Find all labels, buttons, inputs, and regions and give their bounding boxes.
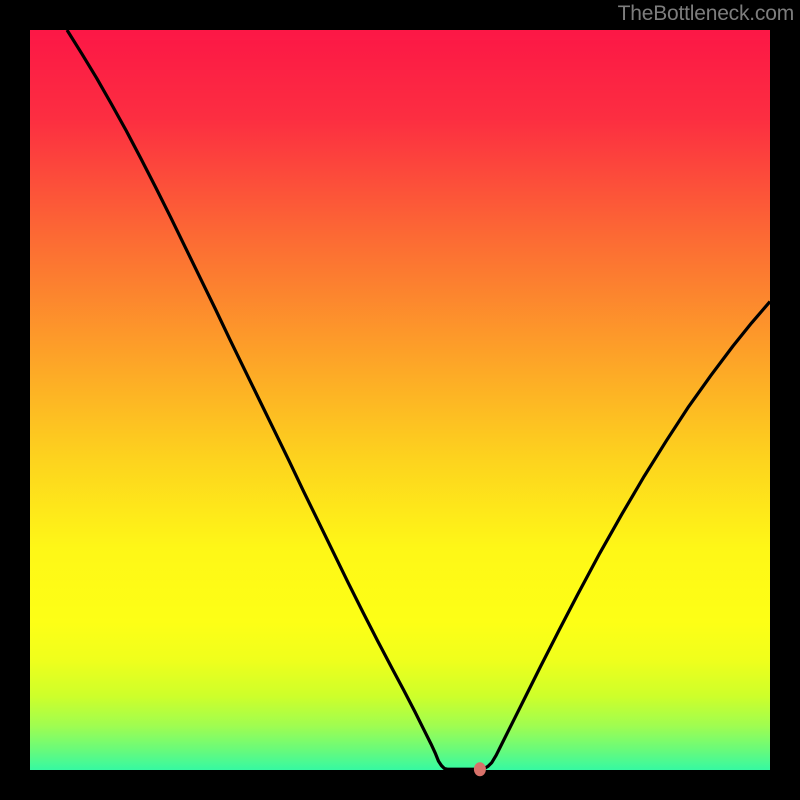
optimal-point-marker bbox=[474, 762, 486, 776]
watermark-text: TheBottleneck.com bbox=[618, 2, 794, 26]
chart-gradient-bg bbox=[30, 30, 770, 770]
bottleneck-chart bbox=[0, 0, 800, 800]
